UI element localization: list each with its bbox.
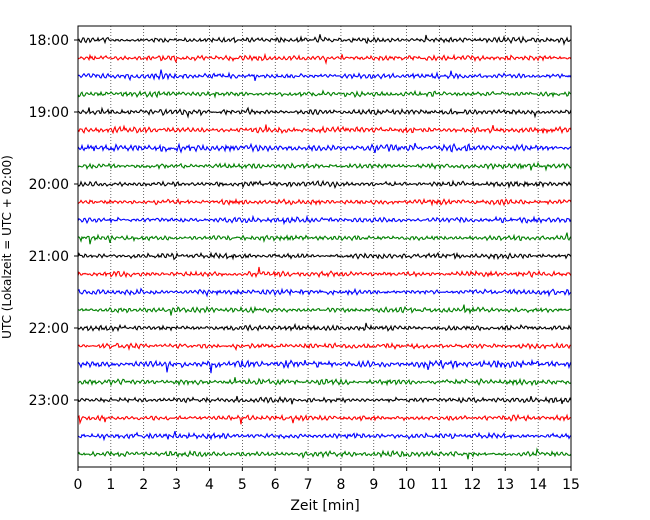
y-tick-label: 20:00	[29, 177, 69, 193]
trace-line	[77, 430, 572, 442]
trace-line	[77, 34, 572, 46]
x-tick-label: 5	[238, 477, 247, 493]
x-tick-label: 2	[139, 477, 148, 493]
x-tick-label: 7	[304, 477, 313, 493]
trace-line	[77, 179, 572, 190]
trace-line	[77, 251, 572, 261]
trace-line	[77, 341, 572, 352]
y-axis-label: UTC (Lokalzeit = UTC + 02:00)	[0, 155, 14, 339]
trace-line	[77, 142, 572, 154]
x-tick-label: 12	[463, 477, 481, 493]
x-tick-label: 3	[172, 477, 181, 493]
y-tick-label: 21:00	[29, 249, 69, 265]
trace-line	[77, 377, 572, 387]
trace-line	[77, 395, 572, 405]
x-tick-label: 13	[496, 477, 514, 493]
y-tick-label: 23:00	[29, 393, 69, 409]
trace-line	[77, 69, 572, 82]
trace-line	[77, 214, 572, 226]
trace-line	[77, 358, 572, 374]
x-tick-label: 4	[205, 477, 214, 493]
x-tick-label: 15	[562, 477, 580, 493]
x-tick-label: 1	[106, 477, 115, 493]
trace-line	[77, 287, 572, 298]
trace-line	[77, 413, 572, 426]
y-tick-label: 18:00	[29, 33, 69, 49]
trace-line	[77, 447, 572, 460]
y-axis-ticks: 18:00 19:00 20:00 21:00 22:00 23:00	[29, 33, 78, 409]
y-tick-label: 22:00	[29, 321, 69, 337]
x-tick-label: 6	[271, 477, 280, 493]
x-tick-label: 8	[336, 477, 345, 493]
trace-line	[77, 106, 572, 119]
x-tick-label: 0	[74, 477, 83, 493]
trace-line	[77, 322, 572, 333]
x-tick-label: 14	[529, 477, 547, 493]
trace-line	[77, 52, 572, 66]
trace-line	[77, 266, 572, 279]
trace-line	[77, 232, 572, 245]
x-tick-label: 10	[398, 477, 416, 493]
trace-line	[77, 124, 572, 135]
seismic-traces	[77, 34, 572, 460]
plot-frame	[77, 25, 572, 468]
trace-line	[77, 89, 572, 99]
x-tick-label: 11	[431, 477, 449, 493]
x-axis-ticks: 0 1 2 3 4 5 6 7 8 9 10 11 12 13 14 15	[74, 467, 580, 493]
x-tick-label: 9	[369, 477, 378, 493]
trace-line	[77, 161, 572, 172]
plot-background	[78, 26, 571, 467]
y-tick-label: 19:00	[29, 105, 69, 121]
trace-line	[77, 197, 572, 207]
trace-line	[77, 304, 572, 316]
x-axis-label: Zeit [min]	[290, 498, 359, 514]
